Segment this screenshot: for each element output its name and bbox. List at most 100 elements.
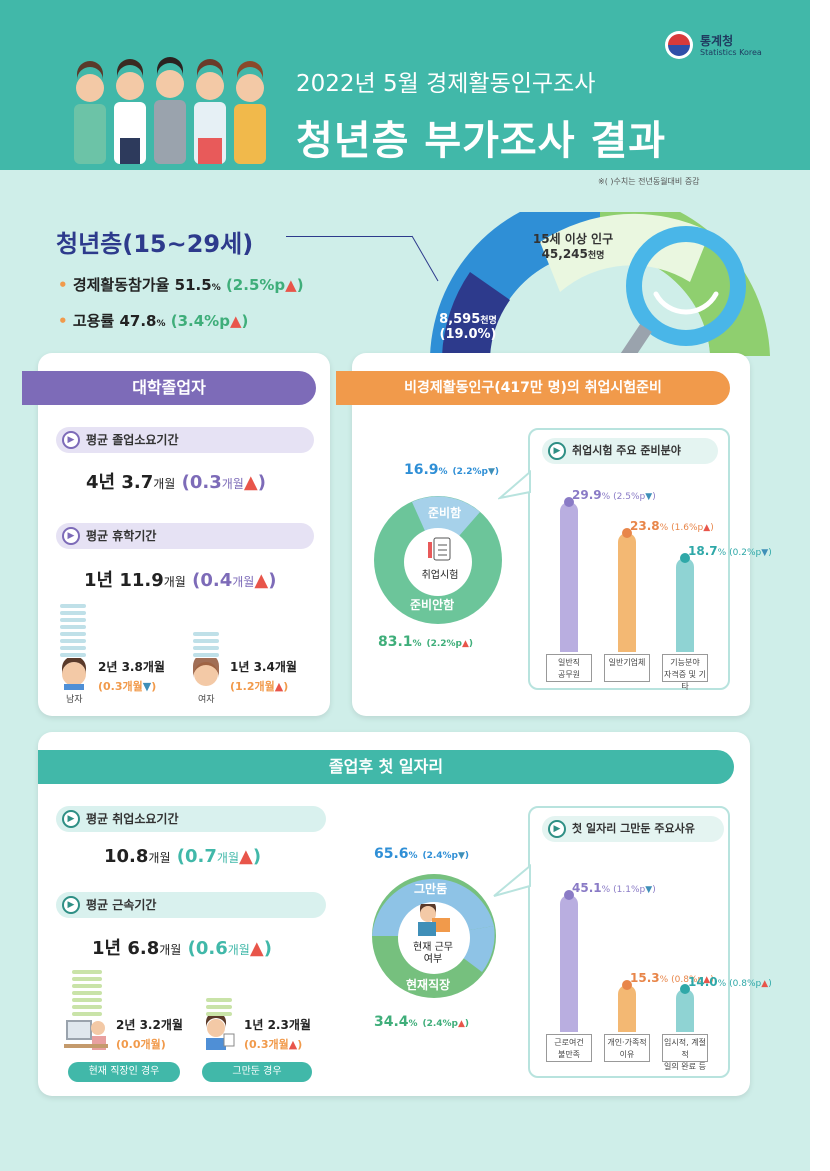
- quit-reason-category-line2-1: 불만족: [557, 1050, 581, 1059]
- quit-pct-row: 65.6% (2.4%p▼): [374, 846, 470, 862]
- quit-reason-change-1: (1.1%p: [613, 885, 646, 895]
- exam-field-pct-unit-2: %: [659, 523, 669, 533]
- youth-group-illustration: [74, 57, 266, 164]
- grad-period-label: 평균 졸업소요기간: [86, 433, 179, 447]
- up-arrow-icon: ▲: [761, 979, 769, 989]
- quit-reasons-title: 첫 일자리 그만둔 주요사유: [572, 822, 695, 835]
- female-change-row: (1.2개월▲): [230, 680, 289, 693]
- quit-reason-change-close-1: ): [652, 885, 656, 895]
- quit-worker-icon: [206, 1016, 235, 1050]
- grad-period-change: (0.3: [181, 472, 222, 493]
- quit-reason-change-close-2: ): [710, 975, 714, 985]
- exam-field-bar-dot-1: [564, 497, 574, 507]
- youth-share-inner-segment: [442, 272, 510, 356]
- quit-reason-change-3: (0.8%p: [729, 979, 762, 989]
- exam-field-bar-3: [676, 558, 694, 652]
- quit-reason-category-2: 개인·가족적 이유: [604, 1034, 650, 1062]
- quit-change-row: (0.3개월▲): [244, 1038, 303, 1051]
- quit-reason-bar-1: [560, 895, 578, 1032]
- exam-field-bar-dot-2: [622, 528, 632, 538]
- quit-reason-change-2: (0.8%p: [671, 975, 704, 985]
- exam-field-category-line2-1: 공무원: [557, 670, 581, 679]
- donut-total-block: 15세 이상 인구 45,245천명: [518, 230, 628, 261]
- leave-period-unit: 개월: [163, 575, 186, 589]
- quit-reason-change-close-3: ): [768, 979, 772, 989]
- down-arrow-icon: ▼: [487, 467, 495, 477]
- quit-reason-pct-label-3: 14.0% (0.8%p▲): [688, 975, 772, 989]
- page-title: 청년층 부가조사 결과: [296, 118, 667, 164]
- desk-worker-icon: [418, 904, 450, 936]
- exam-field-pct-3: 18.7: [688, 544, 718, 558]
- quit-reason-bar-2: [618, 985, 636, 1032]
- employment-value: 47.8: [119, 312, 157, 330]
- exam-field-pct-label-1: 29.9% (2.5%p▼): [572, 488, 656, 502]
- male-value: 2년 3.8개월: [98, 660, 165, 674]
- preparing-pct: 16.9: [404, 462, 439, 478]
- change-note: ※( )수치는 전년동월대비 증감: [598, 177, 700, 186]
- participation-change-text: (2.5%p: [225, 276, 286, 294]
- up-arrow-icon: ▲: [229, 312, 242, 330]
- callout-pointer: [498, 470, 531, 500]
- quit-reason-pct-3: 14.0: [688, 975, 718, 989]
- grad-period-value: 4년 3.7: [86, 472, 154, 493]
- current-value: 2년 3.2개월: [116, 1018, 183, 1032]
- quit-change: (0.3개월: [244, 1038, 289, 1051]
- donut-total-unit: 천명: [587, 251, 605, 261]
- down-arrow-icon: ▼: [645, 885, 653, 895]
- page-subtitle: 2022년 5월 경제활동인구조사: [296, 71, 596, 97]
- stay-pct: 34.4: [374, 1014, 409, 1030]
- participation-label: 경제활동참가율: [72, 276, 170, 294]
- exam-field-change-close-3: ): [768, 548, 772, 558]
- up-arrow-icon: ▲: [703, 523, 711, 533]
- participation-change: (2.5%p▲): [225, 276, 304, 294]
- employment-change-text: (3.4%p: [170, 312, 230, 330]
- exam-field-pct-label-2: 23.8% (1.6%p▲): [630, 519, 714, 533]
- find-period-row: 10.8개월 (0.7개월▲): [104, 846, 262, 867]
- female-avatar-icon: [193, 658, 219, 686]
- down-arrow-icon: ▼: [457, 851, 465, 861]
- quit-donut-label: 그만둠: [414, 882, 448, 896]
- participation-rate: • 경제활동참가율 51.5% (2.5%p▲): [58, 274, 304, 295]
- quit-pct: 65.6: [374, 846, 409, 862]
- up-arrow-icon: ▲: [274, 680, 284, 693]
- employment-change: (3.4%p▲): [170, 312, 249, 330]
- stay-pct-row: 34.4% (2.4%p▲): [374, 1014, 470, 1030]
- up-arrow-icon: ▲: [288, 1038, 298, 1051]
- quit-center-label-1: 현재 근무: [413, 942, 453, 953]
- exam-field-change-1: (2.5%p: [613, 492, 646, 502]
- tenure-value: 1년 6.8: [92, 938, 160, 959]
- male-change: (0.3개월: [98, 680, 143, 693]
- quit-value: 1년 2.3개월: [244, 1018, 311, 1032]
- exam-field-category-line1-1: 일반직: [557, 658, 581, 667]
- grad-period-unit: 개월: [153, 477, 176, 491]
- find-period-label: 평균 취업소요기간: [86, 812, 179, 826]
- quit-reason-category-1: 근로여건 불만족: [546, 1034, 592, 1062]
- female-value: 1년 3.4개월: [230, 660, 297, 674]
- quit-reason-pct-label-1: 45.1% (1.1%p▼): [572, 881, 656, 895]
- leave-period-change-unit: 개월: [232, 575, 255, 589]
- employment-label: 고용률: [72, 312, 115, 330]
- quit-reason-pct-2: 15.3: [630, 971, 660, 985]
- chevron-right-icon: ▶: [62, 527, 80, 545]
- donut-total-label: 15세 이상 인구: [532, 232, 614, 246]
- exam-field-category-line2-3: 자격증 및 기타: [664, 670, 706, 691]
- magnifier-icon: [620, 226, 746, 358]
- tenure-unit: 개월: [159, 943, 182, 957]
- find-period-value: 10.8: [104, 846, 149, 867]
- chevron-right-icon: ▶: [62, 896, 80, 914]
- youth-connector-line: [286, 236, 412, 237]
- down-arrow-icon: ▼: [142, 680, 152, 693]
- preparing-change: (2.2%p: [452, 467, 488, 477]
- exam-field-pct-unit-3: %: [717, 548, 727, 558]
- youth-pop-value: 8,595: [439, 312, 481, 327]
- exam-field-bar-1: [560, 502, 578, 652]
- quit-reason-bar-dot-2: [622, 980, 632, 990]
- up-arrow-icon: ▲: [457, 1019, 465, 1029]
- exam-field-category-line1-3: 기능분야: [670, 658, 700, 667]
- up-arrow-icon: ▲: [254, 570, 269, 591]
- preparing-label: 준비함: [428, 506, 462, 520]
- find-period-unit: 개월: [148, 851, 171, 865]
- grad-period-pill: ▶ 평균 졸업소요기간: [56, 427, 314, 453]
- youth-title: 청년층(15~29세): [56, 230, 254, 258]
